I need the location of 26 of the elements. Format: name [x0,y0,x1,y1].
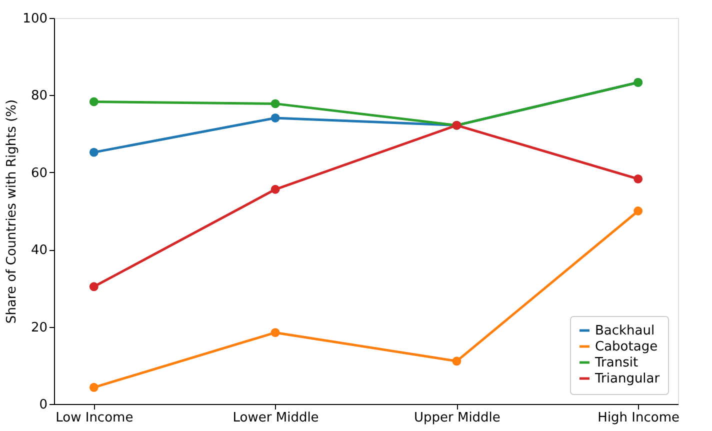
y-axis-title: Share of Countries with Rights (%) [4,99,20,324]
y-tick-label: 80 [30,88,48,104]
x-tick-label: Low Income [56,410,134,426]
x-tick-label: High Income [598,410,680,426]
point [634,174,643,184]
point [89,148,98,157]
point [452,356,462,366]
y-tick-label: 60 [30,166,48,181]
point [270,328,280,338]
point [270,114,280,122]
x-tick-label: Upper Middle [414,410,500,426]
x-tick-label: Lower Middle [232,410,319,426]
point [89,97,98,106]
y-tick-label: 40 [30,243,48,258]
legend-label: Backhaul [595,324,655,338]
point [634,206,643,216]
legend-label: Triangular [594,372,660,386]
legend-label: Transit [594,356,638,370]
y-tick-label: 100 [22,12,48,26]
y-tick-label: 0 [39,398,48,412]
point [89,382,98,392]
point [270,99,280,108]
point [270,184,280,194]
y-tick-label: 20 [30,320,48,336]
legend-label: Cabotage [595,340,658,354]
point [89,282,98,292]
